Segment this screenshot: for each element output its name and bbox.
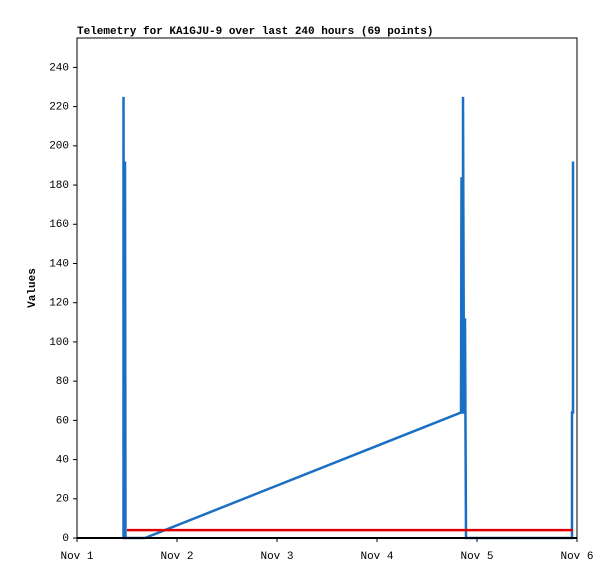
plot-frame (76, 37, 578, 539)
y-axis-label: Values (27, 268, 39, 308)
y-tick-label: 180 (49, 180, 69, 192)
x-tick-label: Nov 4 (360, 551, 393, 563)
y-tick-label: 0 (62, 533, 69, 545)
y-tick-label: 80 (56, 376, 69, 388)
y-tick-label: 240 (49, 62, 69, 74)
series-line (122, 96, 575, 540)
y-tick-label: 200 (49, 141, 69, 153)
x-tick-label: Nov 2 (160, 551, 193, 563)
y-tick-label: 220 (49, 102, 69, 114)
y-tick-label: 120 (49, 298, 69, 310)
y-tick-label: 140 (49, 258, 69, 270)
y-tick-label: 60 (56, 415, 69, 427)
y-tick-label: 160 (49, 219, 69, 231)
chart-title: Telemetry for KA1GJU-9 over last 240 hou… (77, 26, 433, 38)
y-tick-label: 100 (49, 337, 69, 349)
x-tick-label: Nov 5 (460, 551, 493, 563)
x-tick-label: Nov 3 (260, 551, 293, 563)
x-tick-label: Nov 6 (560, 551, 593, 563)
x-tick-label: Nov 1 (60, 551, 93, 563)
y-tick-label: 20 (56, 494, 69, 506)
y-tick-label: 40 (56, 454, 69, 466)
